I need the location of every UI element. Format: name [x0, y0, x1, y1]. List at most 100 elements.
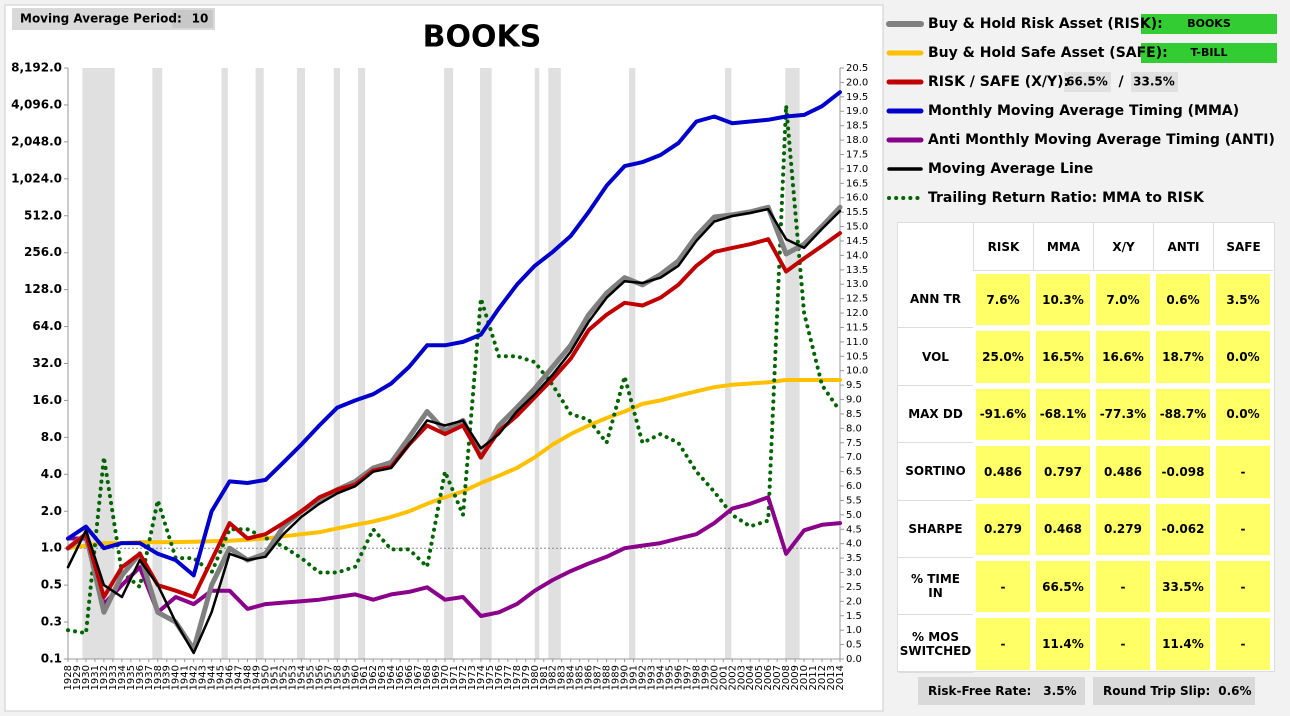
stat-cell: -68.1%	[1036, 388, 1090, 441]
x-tick-label: 1952	[278, 665, 289, 690]
x-tick-label: 1991	[629, 665, 640, 690]
x-tick-label: 1972	[458, 665, 469, 690]
x-tick-label: 1998	[691, 665, 702, 690]
x-tick-label: 2001	[718, 665, 729, 690]
y2-tick-label: 17.0	[846, 164, 868, 175]
y2-tick-label: 16.5	[846, 178, 868, 189]
x-tick-label: 1931	[90, 665, 101, 690]
shaded-period	[221, 68, 228, 659]
row-label: SORTINO	[898, 443, 973, 501]
chart-panel	[4, 4, 884, 712]
slip-value: 0.6%	[1218, 684, 1252, 698]
shaded-period	[357, 68, 366, 659]
stat-cell: -	[1216, 561, 1270, 613]
safe-asset: T-BILL	[1191, 46, 1228, 59]
y2-tick-label: 5.5	[846, 495, 862, 506]
x-tick-label: 1971	[449, 665, 460, 690]
column-header: X/Y	[1093, 223, 1153, 271]
y-tick-label: 128.0	[24, 282, 62, 296]
x-tick-label: 2009	[790, 665, 801, 690]
row-label: % MOS SWITCHED	[898, 615, 973, 673]
x-tick-label: 1990	[620, 665, 631, 690]
x-tick-label: 1982	[548, 665, 559, 690]
y2-tick-label: 4.5	[846, 524, 862, 535]
x-tick-label: 1986	[584, 665, 595, 690]
rate-value: 3.5%	[1043, 684, 1077, 698]
period-box	[12, 8, 215, 30]
x-tick-label: 2004	[745, 665, 756, 690]
stat-cell: 66.5%	[1036, 561, 1090, 613]
y-tick-label: 8,192.0	[11, 61, 62, 75]
x-tick-label: 1980	[530, 665, 541, 690]
x-tick-label: 1994	[655, 665, 666, 690]
row-label: % TIME IN	[898, 558, 973, 616]
risk-weight: 66.5%	[1066, 75, 1108, 89]
shaded-period	[296, 68, 305, 659]
stat-cell: -	[976, 561, 1030, 613]
y-tick-label: 256.0	[24, 245, 62, 259]
x-tick-label: 2008	[781, 665, 792, 690]
series-line	[66, 231, 842, 599]
risk-asset-box	[1141, 14, 1277, 34]
y2-tick-label: 5.0	[846, 510, 862, 521]
row-label: VOL	[898, 328, 973, 386]
x-tick-label: 1958	[332, 665, 343, 690]
x-tick-label: 1957	[323, 665, 334, 690]
y2-tick-label: 13.5	[846, 265, 868, 276]
y2-tick-label: 15.5	[846, 207, 868, 218]
series-line	[66, 90, 842, 578]
x-tick-label: 1955	[305, 665, 316, 690]
y-tick-label: 32.0	[32, 356, 62, 370]
stat-cell: -91.6%	[976, 388, 1030, 441]
stat-cell: 0.468	[1036, 503, 1090, 555]
x-tick-label: 2013	[826, 665, 837, 690]
y2-tick-label: 12.5	[846, 294, 868, 305]
stat-cell: 11.4%	[1156, 618, 1210, 670]
x-tick-label: 1970	[440, 665, 451, 690]
y-tick-label: 2.0	[41, 504, 62, 518]
row-label: SHARPE	[898, 501, 973, 558]
shaded-period	[480, 68, 492, 659]
stat-cell: 10.3%	[1036, 274, 1090, 326]
stat-cell: 25.0%	[976, 331, 1030, 383]
stat-cell: 3.5%	[1216, 274, 1270, 326]
x-tick-label: 2007	[772, 665, 783, 690]
x-tick-label: 1936	[135, 665, 146, 690]
x-tick-label: 1953	[287, 665, 298, 690]
y2-tick-label: 7.5	[846, 438, 862, 449]
y2-tick-label: 20.5	[846, 63, 868, 74]
y2-tick-label: 6.5	[846, 467, 862, 478]
y2-tick-label: 14.5	[846, 236, 868, 247]
y2-tick-label: 2.0	[846, 596, 862, 607]
y2-tick-label: 16.0	[846, 193, 868, 204]
x-tick-label: 1937	[144, 665, 155, 690]
x-tick-label: 1981	[539, 665, 550, 690]
x-tick-label: 1992	[638, 665, 649, 690]
y2-tick-label: 12.0	[846, 308, 868, 319]
column-header: SAFE	[1213, 223, 1273, 271]
y-tick-label: 1,024.0	[11, 171, 62, 185]
legend-label: Buy & Hold Risk Asset (RISK):	[928, 16, 1163, 32]
stat-cell: 0.6%	[1156, 274, 1210, 326]
x-tick-label: 1935	[126, 665, 137, 690]
x-tick-label: 1928	[63, 665, 74, 690]
stat-cell: -	[1216, 618, 1270, 670]
shaded-period	[629, 68, 636, 659]
x-tick-label: 1962	[368, 665, 379, 690]
y2-tick-label: 18.5	[846, 121, 868, 132]
x-tick-label: 1948	[243, 665, 254, 690]
x-tick-label: 2006	[763, 665, 774, 690]
x-tick-label: 1987	[593, 665, 604, 690]
y2-tick-label: 0.5	[846, 640, 862, 651]
stat-cell: -0.062	[1156, 503, 1210, 555]
column-header: MMA	[1033, 223, 1093, 271]
slip-label: Round Trip Slip:	[1103, 684, 1211, 698]
x-tick-label: 1978	[512, 665, 523, 690]
safe-asset-box	[1141, 43, 1277, 63]
x-tick-label: 1969	[431, 665, 442, 690]
x-tick-label: 1963	[377, 665, 388, 690]
safe-weight-box	[1131, 72, 1178, 92]
x-tick-label: 1967	[413, 665, 424, 690]
shaded-period	[333, 68, 340, 659]
